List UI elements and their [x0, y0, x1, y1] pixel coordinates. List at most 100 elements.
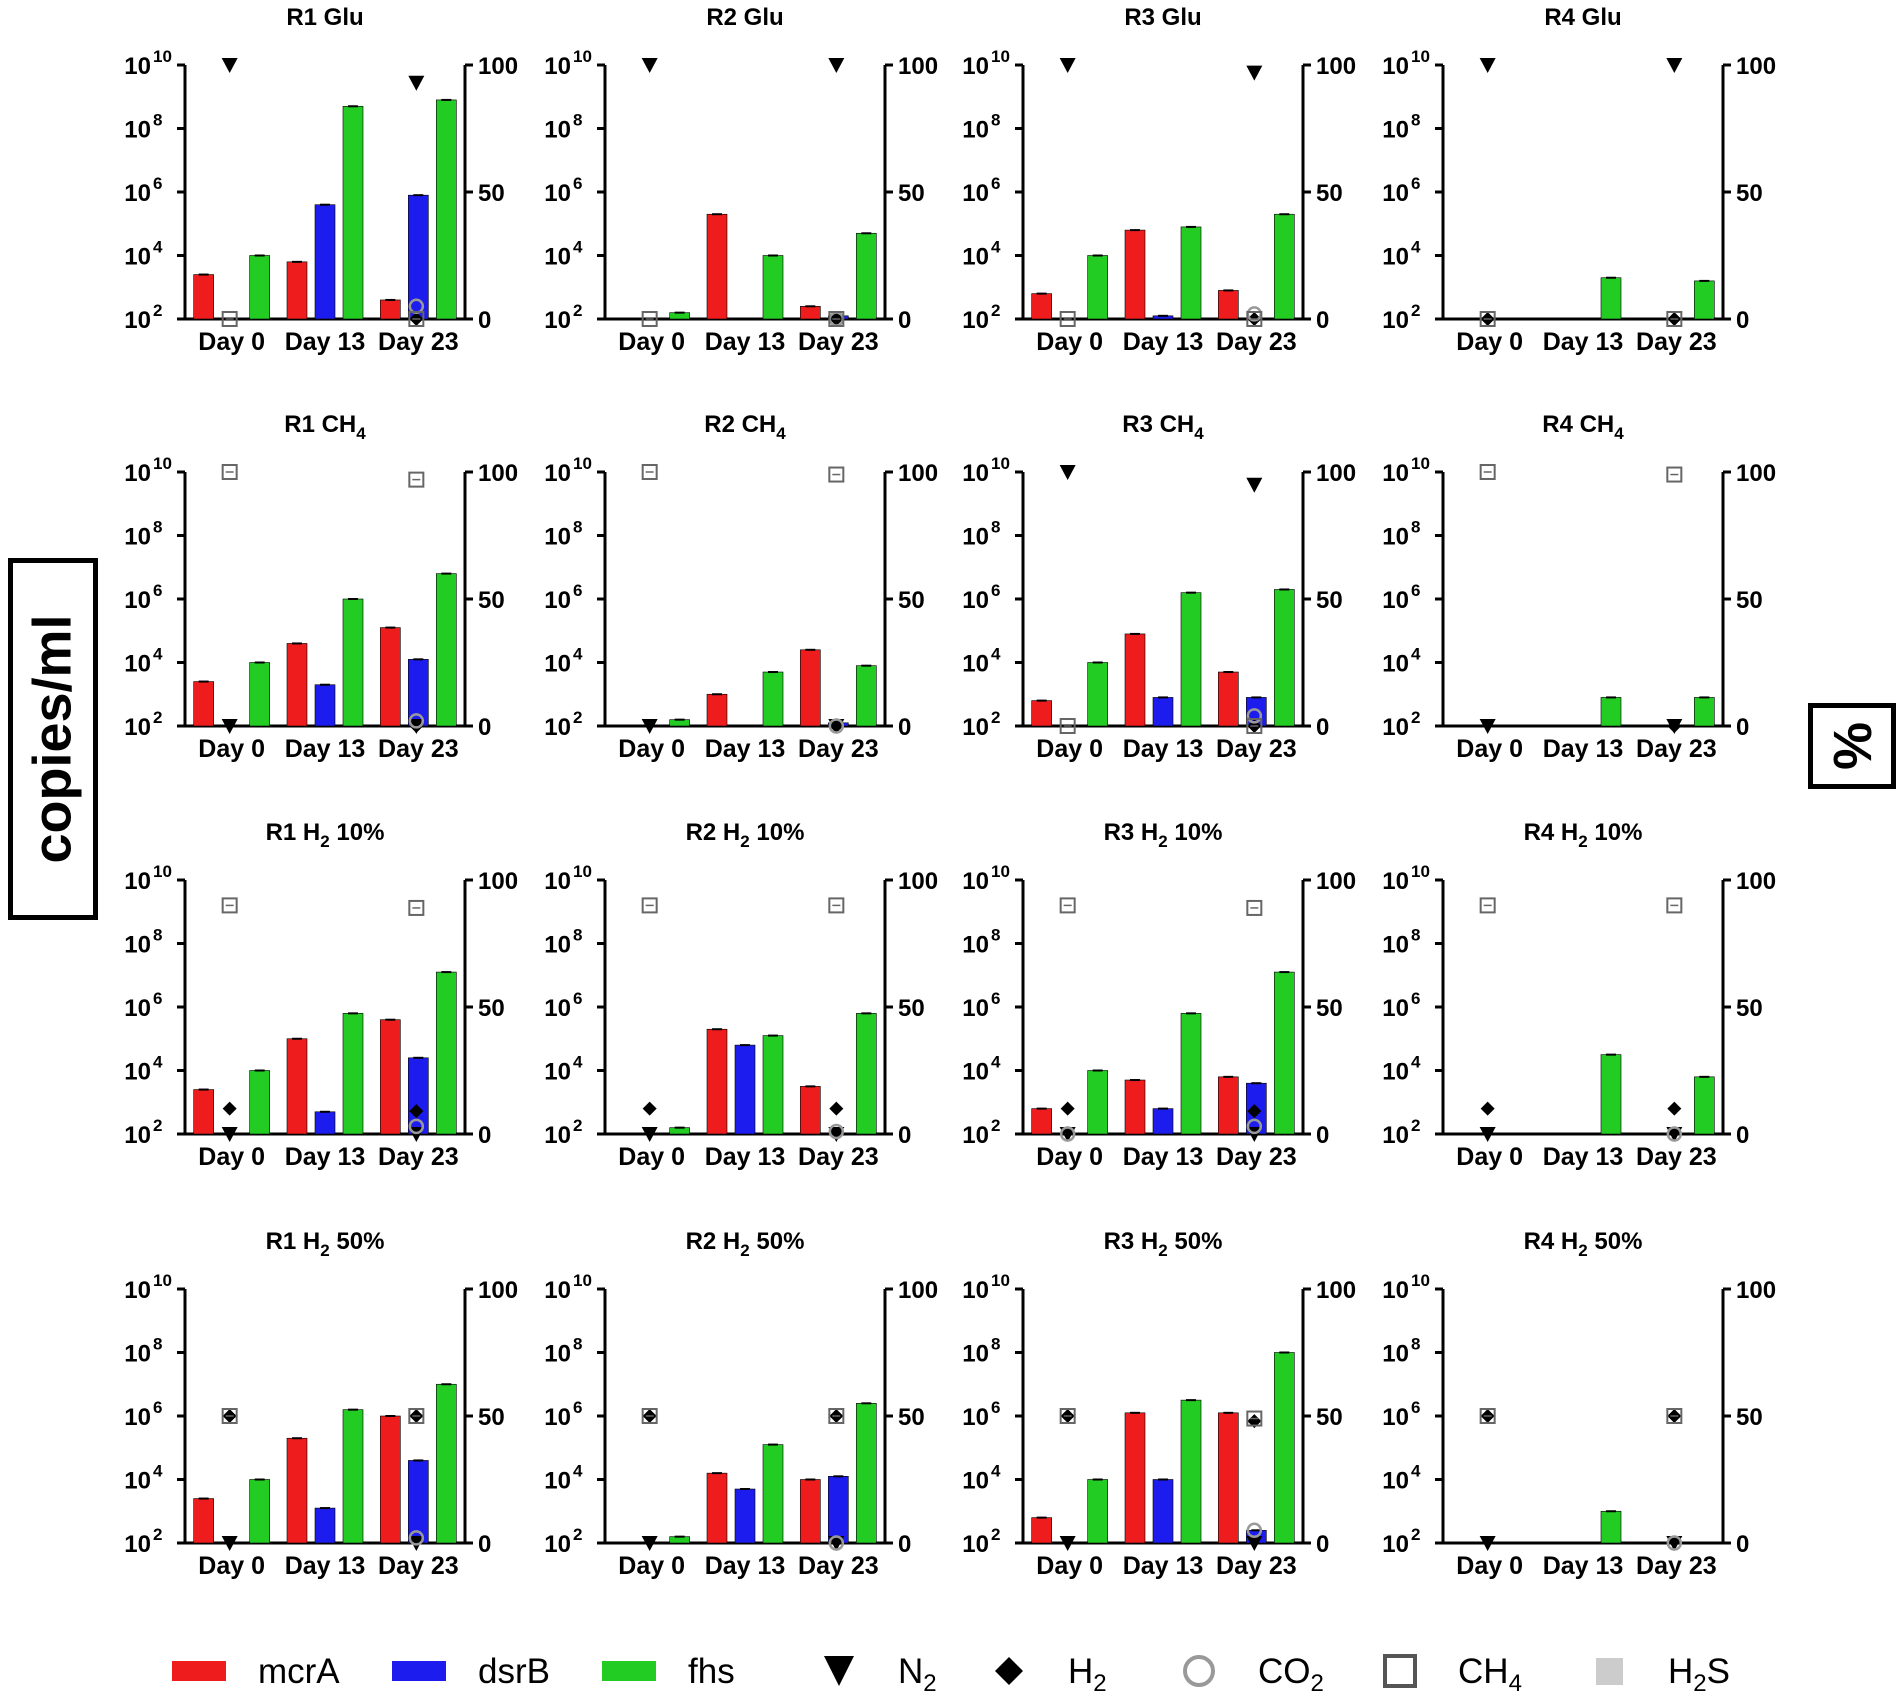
- y-tick-exponent: 8: [1411, 111, 1420, 130]
- panel-title: R1 H2 10%: [266, 819, 385, 851]
- bar-fhs: [342, 1013, 364, 1135]
- y-tick-label-right: 0: [898, 714, 911, 741]
- x-tick-label: Day 13: [285, 735, 366, 763]
- x-tick-label: Day 23: [1636, 735, 1717, 763]
- bar-mcrA: [1218, 671, 1239, 727]
- x-tick-label: Day 13: [1543, 1143, 1624, 1171]
- marker-N2: [221, 719, 238, 734]
- marker-CH4: [1059, 897, 1076, 914]
- panel-title: R3 H2 10%: [1104, 819, 1223, 851]
- marker-N2: [1479, 58, 1496, 73]
- y-tick-exponent: 2: [1411, 1116, 1420, 1135]
- y-tick-exponent: 8: [153, 111, 162, 130]
- bar-mcrA: [286, 643, 308, 727]
- bar-mcrA: [380, 1415, 401, 1544]
- y-tick-exponent: 2: [991, 708, 1000, 727]
- x-tick-label: Day 23: [1216, 735, 1297, 763]
- y-tick-exponent: 4: [991, 1053, 1001, 1072]
- marker-CO2: [1666, 1535, 1683, 1551]
- bar-dsrB: [1152, 1108, 1174, 1135]
- y-tick-label-right: 100: [1736, 1277, 1776, 1304]
- bar-fhs: [436, 573, 457, 727]
- x-tick-label: Day 13: [1543, 328, 1624, 356]
- y-tick-label-right: 50: [1316, 587, 1343, 614]
- y-tick-label-left: 10: [124, 995, 151, 1022]
- legend-swatch-H2: [995, 1657, 1023, 1685]
- x-tick-label: Day 23: [1216, 1143, 1297, 1171]
- y-tick-label-left: 10: [124, 651, 151, 678]
- y-tick-label-left: 10: [1382, 524, 1409, 551]
- panel-title: R1 CH4: [284, 411, 366, 443]
- y-tick-exponent: 4: [153, 1053, 163, 1072]
- y-tick-label-left: 10: [962, 1059, 989, 1086]
- y-tick-exponent: 2: [153, 1116, 162, 1135]
- y-tick-label-left: 10: [962, 180, 989, 207]
- marker-N2: [641, 1127, 658, 1142]
- right-axis-label-box: [1808, 703, 1896, 789]
- legend-label-main: H: [1068, 1652, 1094, 1691]
- y-tick-exponent: 4: [153, 1462, 163, 1481]
- legend-triangle-icon: [824, 1656, 854, 1686]
- y-tick-exponent: 2: [1411, 301, 1420, 320]
- y-tick-label-right: 100: [898, 868, 938, 895]
- y-tick-exponent: 4: [1411, 645, 1421, 664]
- y-tick-exponent: 4: [1411, 1462, 1421, 1481]
- marker-CH4: [1666, 1408, 1683, 1424]
- marker-N2: [641, 719, 658, 734]
- y-tick-exponent: 10: [991, 862, 1010, 881]
- y-tick-exponent: 10: [573, 1271, 592, 1290]
- x-tick-label: Day 0: [618, 735, 685, 763]
- marker-CH4: [1666, 897, 1683, 914]
- y-tick-label-right: 100: [898, 53, 938, 80]
- legend: mcrA dsrB fhs N2 H2 CO2 CH4 H2S: [170, 1648, 1770, 1697]
- x-tick-label: Day 0: [1036, 1552, 1103, 1580]
- y-tick-exponent: 6: [573, 1398, 582, 1417]
- marker-CH4: [408, 1408, 425, 1424]
- y-tick-label-left: 10: [962, 460, 989, 487]
- bar-fhs: [1694, 697, 1715, 727]
- y-tick-exponent: 10: [991, 1271, 1010, 1290]
- marker-CH4: [1246, 718, 1263, 734]
- legend-swatch-N2: [824, 1656, 854, 1686]
- marker-H2: [1667, 1101, 1682, 1116]
- y-tick-label-left: 10: [124, 524, 151, 551]
- bar-fhs: [249, 662, 270, 727]
- marker-CH4: [1059, 718, 1076, 734]
- y-tick-exponent: 8: [991, 518, 1000, 537]
- panel-title: R1 H2 50%: [266, 1228, 385, 1260]
- y-tick-exponent: 2: [573, 301, 582, 320]
- y-tick-exponent: 10: [1411, 454, 1430, 473]
- marker-N2: [828, 1127, 845, 1142]
- bar-fhs: [436, 99, 457, 320]
- y-tick-label-left: 10: [1382, 307, 1409, 334]
- marker-N2: [1059, 58, 1076, 73]
- y-tick-exponent: 10: [991, 454, 1010, 473]
- legend-swatch-fhs: [602, 1661, 656, 1681]
- bar-mcrA: [193, 681, 214, 727]
- y-tick-label-left: 10: [124, 307, 151, 334]
- y-tick-exponent: 8: [1411, 518, 1420, 537]
- bar-fhs: [762, 1444, 784, 1544]
- y-tick-exponent: 4: [153, 238, 163, 257]
- y-tick-label-left: 10: [1382, 651, 1409, 678]
- marker-CO2: [828, 1123, 845, 1140]
- marker-N2: [221, 58, 238, 73]
- y-tick-label-right: 100: [1736, 460, 1776, 487]
- y-tick-label-left: 10: [1382, 1059, 1409, 1086]
- x-tick-label: Day 13: [705, 1143, 786, 1171]
- marker-N2: [1059, 1536, 1076, 1551]
- legend-square-icon: [1383, 1654, 1417, 1688]
- y-tick-exponent: 8: [573, 1335, 582, 1354]
- marker-H2: [829, 719, 844, 733]
- y-tick-label-left: 10: [544, 460, 571, 487]
- y-tick-label-left: 10: [544, 651, 571, 678]
- y-tick-exponent: 4: [573, 1462, 583, 1481]
- y-tick-label-left: 10: [1382, 1468, 1409, 1495]
- y-tick-label-left: 10: [544, 524, 571, 551]
- x-tick-label: Day 13: [1123, 1552, 1204, 1580]
- legend-label: CO2: [1258, 1652, 1324, 1698]
- panel-title: R4 H2 50%: [1524, 1228, 1643, 1260]
